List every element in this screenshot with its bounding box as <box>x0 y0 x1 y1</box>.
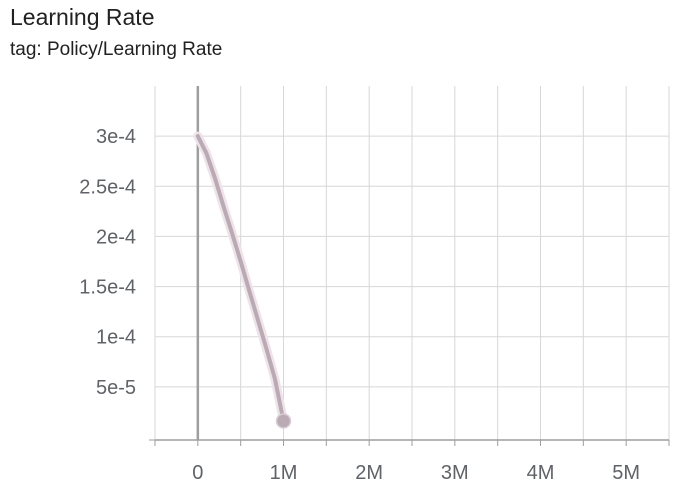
chart-subtitle: tag: Policy/Learning Rate <box>10 39 223 60</box>
x-tick-label: 5M <box>612 462 640 484</box>
series-point <box>275 413 292 429</box>
y-tick-label: 1.5e-4 <box>79 277 136 299</box>
grid-lines <box>154 86 670 440</box>
series-line <box>195 134 286 423</box>
y-tick-label: 5e-5 <box>96 377 136 399</box>
x-tick-label: 4M <box>527 462 555 484</box>
chart-title: Learning Rate <box>10 4 155 30</box>
x-tick-label: 1M <box>270 462 298 484</box>
x-tick-label: 0 <box>192 462 203 484</box>
axes <box>149 86 670 446</box>
y-tick-label: 1e-4 <box>96 327 136 349</box>
x-tick-label: 2M <box>355 462 383 484</box>
tick-labels: 0 1M 2M 3M 4M 5M 5e-5 1e-4 1.5e-4 2e-4 2.5e-4 3e-4 <box>79 126 640 484</box>
x-tick-label: 3M <box>441 462 469 484</box>
series-group <box>193 131 292 429</box>
y-tick-label: 3e-4 <box>96 126 136 148</box>
y-tick-label: 2e-4 <box>96 226 136 248</box>
y-tick-label: 2.5e-4 <box>79 176 136 198</box>
